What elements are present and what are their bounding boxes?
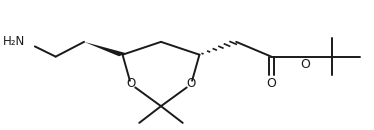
Text: O: O	[300, 58, 310, 71]
Text: H₂N: H₂N	[3, 35, 25, 48]
Text: O: O	[187, 77, 196, 90]
Text: O: O	[266, 77, 276, 90]
Text: O: O	[126, 77, 135, 90]
Polygon shape	[84, 42, 126, 56]
